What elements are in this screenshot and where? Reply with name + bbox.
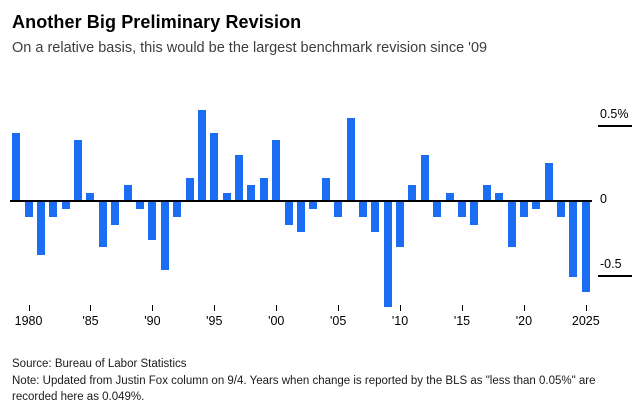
bar-2014 (445, 192, 454, 200)
bar-2002 (297, 202, 305, 232)
x-axis-tick (400, 305, 402, 311)
y-axis-label-0: 0 (600, 192, 607, 206)
bar-1991 (160, 202, 169, 270)
x-axis-tick (585, 305, 587, 311)
bar-2007 (358, 202, 367, 217)
bar-2011 (408, 185, 417, 200)
bar-2019 (507, 202, 516, 247)
bar-2003 (309, 202, 318, 210)
chart-subtitle: On a relative basis, this would be the l… (12, 40, 488, 56)
x-axis-label-2015: '15 (453, 314, 471, 328)
bar-1982 (49, 202, 58, 217)
bar-1986 (98, 202, 107, 247)
page-title: Another Big Preliminary Revision (12, 12, 302, 32)
x-axis-tick (461, 305, 463, 311)
x-axis-label-2010: '10 (391, 314, 409, 328)
bar-2010 (396, 202, 405, 247)
y-axis-tick-line (598, 125, 632, 127)
bar-2009 (383, 202, 392, 307)
bar-1997 (235, 155, 244, 200)
bar-1981 (36, 202, 45, 255)
x-axis-tick (214, 305, 216, 311)
bar-1989 (136, 202, 145, 210)
bar-2012 (420, 155, 429, 200)
bar-2022 (544, 162, 553, 200)
bar-2018 (495, 192, 504, 200)
bar-1987 (111, 202, 120, 225)
bar-1985 (86, 192, 95, 200)
bar-2024 (569, 202, 578, 277)
y-axis-label-0.5pct: 0.5% (600, 107, 629, 121)
bar-1999 (259, 177, 268, 200)
x-axis-tick (338, 305, 340, 311)
zero-axis-line (10, 200, 592, 202)
x-axis-tick (90, 305, 92, 311)
bar-2025 (581, 202, 590, 292)
source-text: Source: Bureau of Labor Statistics (12, 358, 187, 370)
x-axis-label-2020: '20 (515, 314, 533, 328)
bar-1988 (123, 185, 132, 200)
bar-2023 (557, 202, 566, 217)
bar-2005 (334, 202, 343, 217)
plot-area: 0.5% 0 -0.5 1980 '85 '90 '95 '00 '05 '10 '15 '20 202… (10, 85, 632, 328)
x-axis-tick (152, 305, 154, 311)
x-axis-label-1980: 1980 (14, 314, 43, 328)
bar-2008 (371, 202, 380, 232)
bar-1984 (74, 140, 83, 200)
bar-2016 (470, 202, 479, 225)
bar-2017 (482, 185, 491, 200)
x-axis-label-2025: 2025 (571, 314, 600, 328)
bar-2020 (519, 202, 528, 217)
bar-2000 (272, 140, 281, 200)
x-axis-label-2000: '00 (268, 314, 285, 328)
bar-1990 (148, 202, 157, 240)
bar-2001 (284, 202, 293, 225)
bar-1994 (197, 110, 206, 200)
bar-2004 (321, 177, 330, 200)
x-axis-label-1985: '85 (82, 314, 99, 328)
bar-2013 (433, 202, 442, 217)
bar-2015 (457, 202, 466, 217)
note-text: Note: Updated from Justin Fox column on … (12, 375, 596, 403)
x-axis-tick (28, 305, 30, 311)
bar-1992 (173, 202, 182, 217)
bar-1993 (185, 177, 194, 200)
bar-1996 (222, 192, 231, 200)
x-axis-label-1990: '90 (144, 314, 161, 328)
x-axis-tick (523, 305, 525, 311)
y-axis-label-neg0.5: -0.5 (600, 257, 622, 271)
bar-2021 (532, 202, 541, 210)
bar-1983 (61, 202, 70, 210)
bar-1980 (24, 202, 33, 217)
bar-1995 (210, 132, 219, 200)
bar-2006 (346, 117, 355, 200)
x-axis-label-2005: '05 (329, 314, 347, 328)
x-axis-tick (276, 305, 278, 311)
bar-1998 (247, 185, 256, 200)
y-axis-tick-line (598, 275, 632, 277)
x-axis-label-1995: '95 (206, 314, 223, 328)
bar-1979 (12, 132, 21, 200)
